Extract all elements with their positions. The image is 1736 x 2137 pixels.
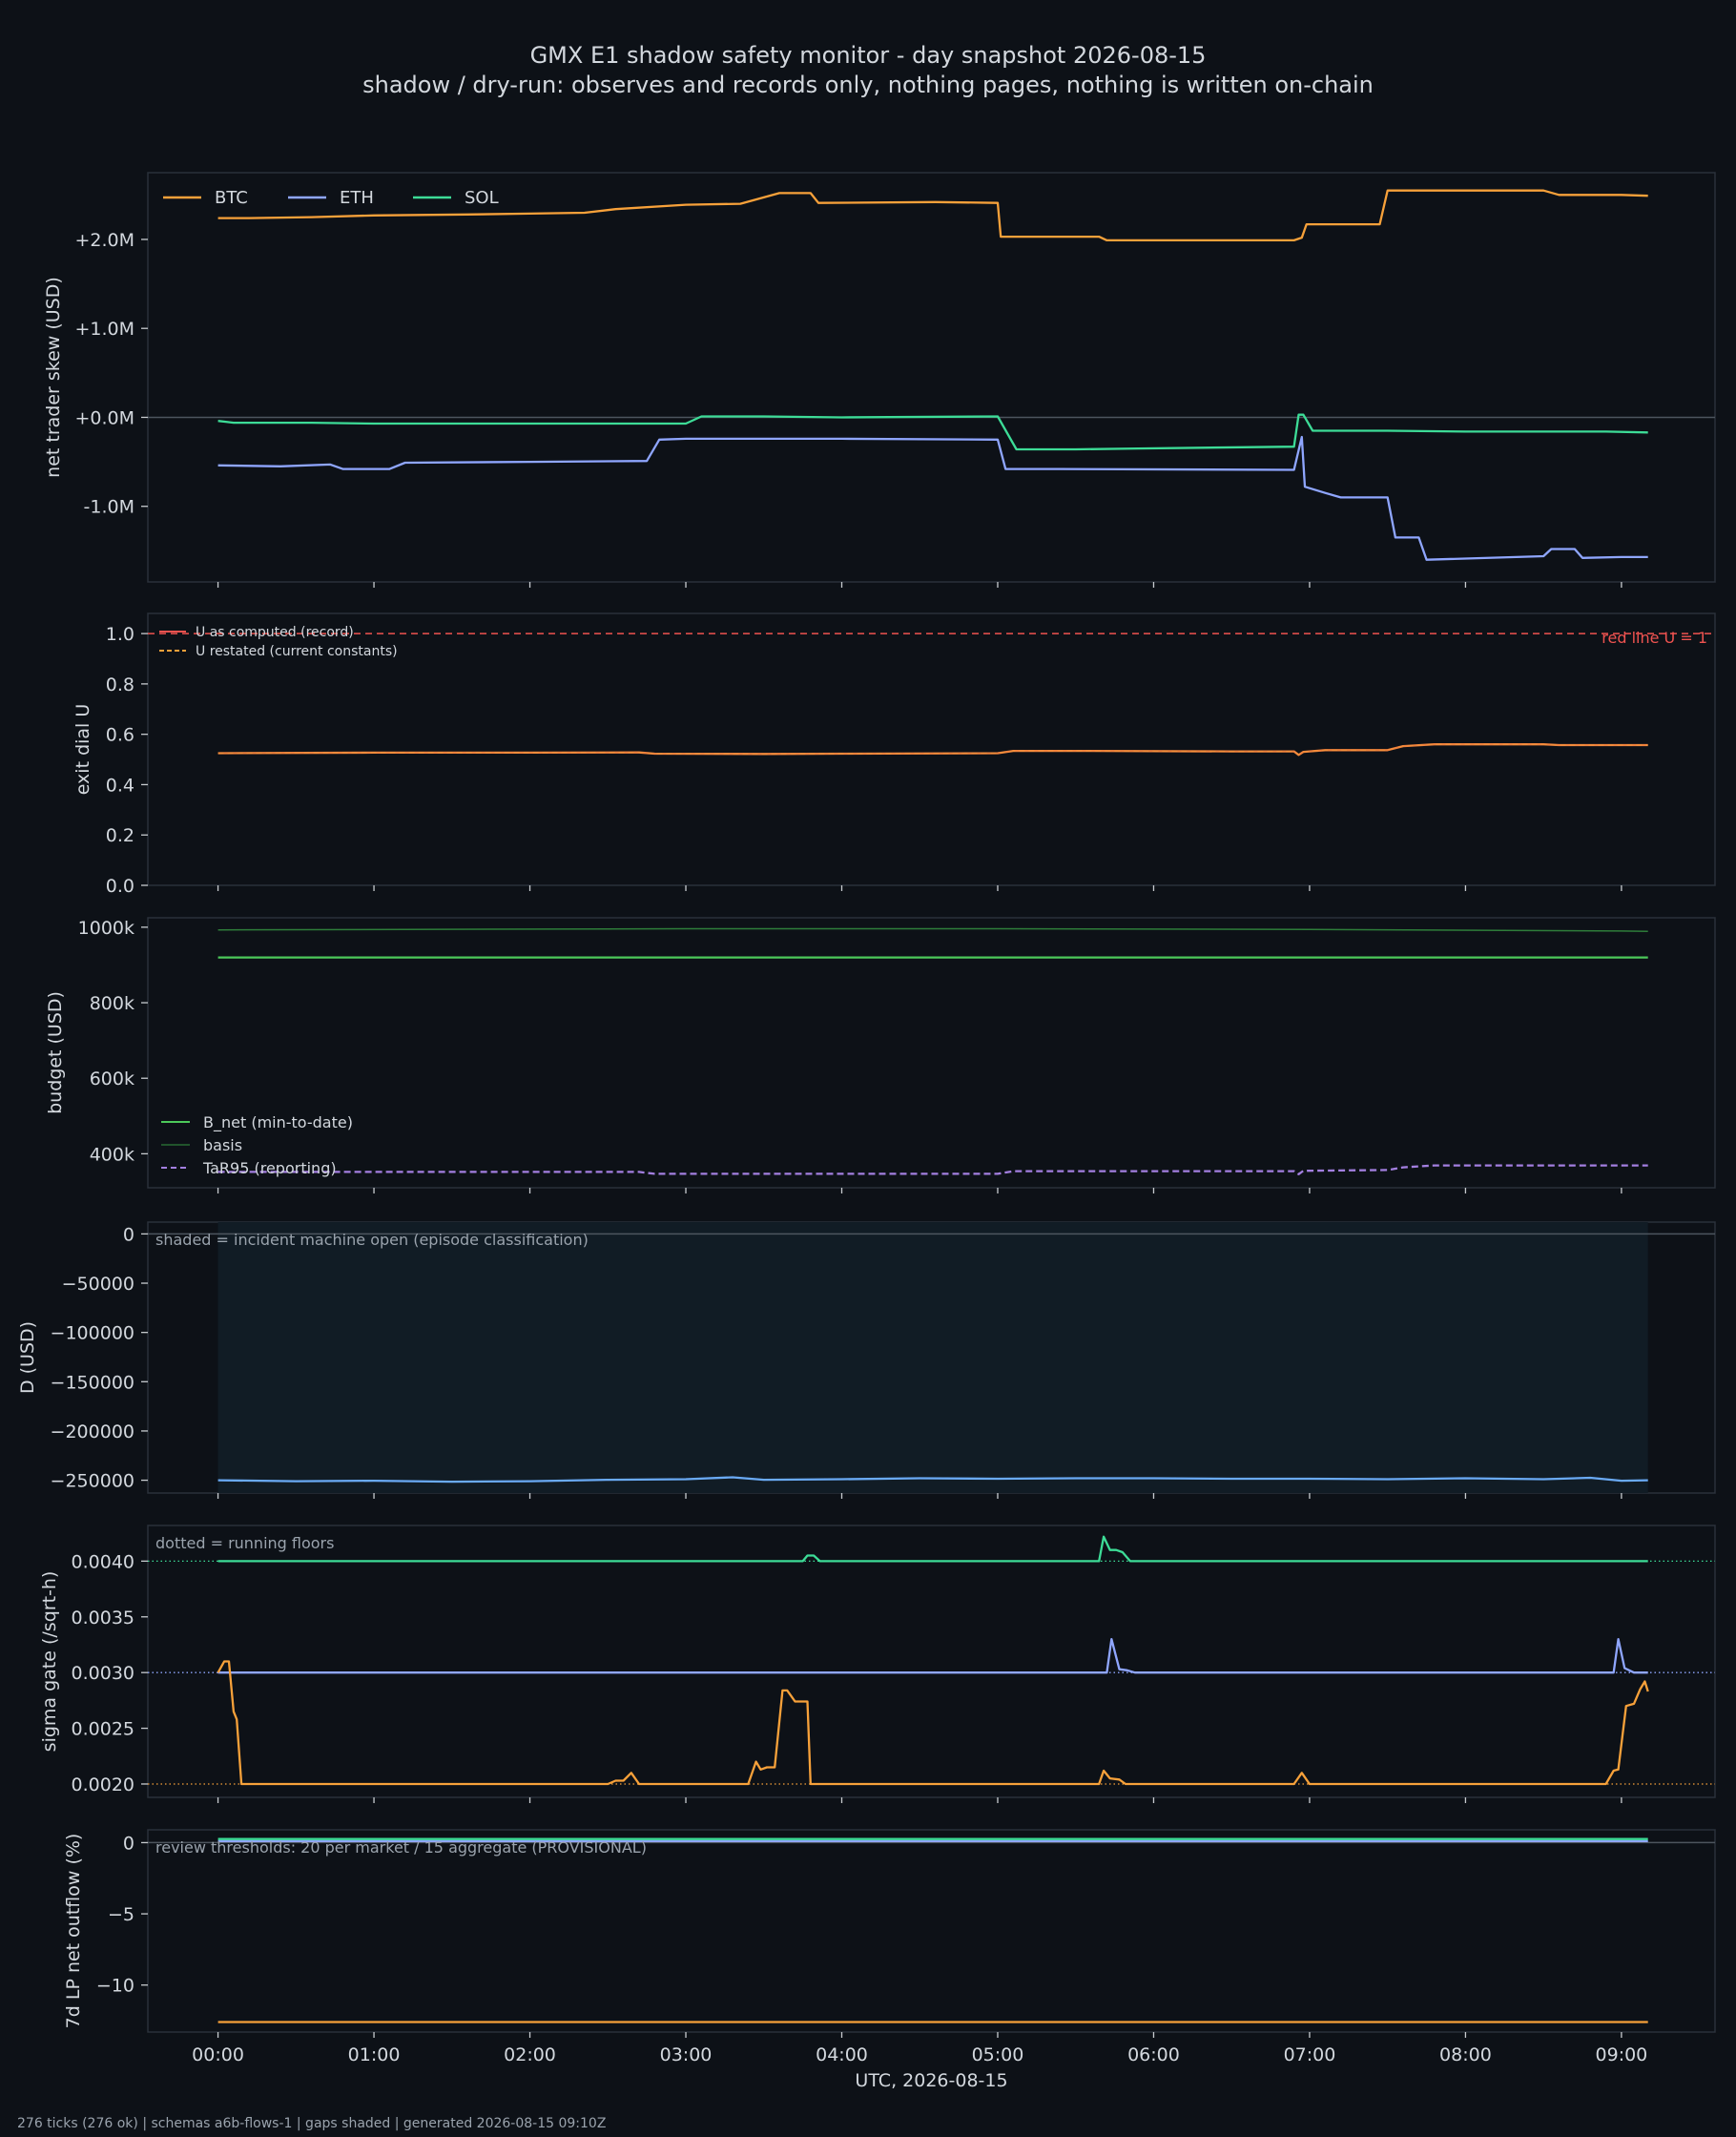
xtick-label: 05:00 bbox=[972, 2044, 1024, 2065]
sigma_gate-annotation: dotted = running floors bbox=[155, 1534, 334, 1552]
lp_outflow-ytick-label: −5 bbox=[108, 1904, 134, 1925]
skew-ytick-label: -1.0M bbox=[84, 497, 134, 518]
sigma_gate-ylabel: sigma gate (/sqrt-h) bbox=[39, 1571, 60, 1753]
skew-ytick-label: +0.0M bbox=[74, 407, 134, 428]
xtick-label: 08:00 bbox=[1439, 2044, 1492, 2065]
budget-ytick-label: 1000k bbox=[78, 918, 134, 939]
drawdown-ylabel: D (USD) bbox=[17, 1321, 38, 1394]
legend-label-sol: SOL bbox=[465, 188, 499, 208]
xtick-label: 07:00 bbox=[1284, 2044, 1336, 2065]
skew-plot-area bbox=[147, 172, 1716, 583]
panel-drawdown: −250000 −200000 −150000 −100000 −50000 0 D (US… bbox=[17, 1221, 1716, 1499]
exit_dial-red-line-label: red line U = 1 bbox=[1602, 629, 1707, 647]
panel-budget: 400k 600k 800k 1000k budget (USD) B_net (min-… bbox=[45, 917, 1716, 1193]
sigma_gate-series-sol bbox=[217, 1535, 1648, 1563]
sigma_gate-ytick-label: 0.0030 bbox=[72, 1663, 134, 1684]
xtick-label: 02:00 bbox=[504, 2044, 556, 2065]
exit_dial-ytick-label: 0.4 bbox=[106, 775, 134, 796]
xtick-label: 06:00 bbox=[1127, 2044, 1180, 2065]
skew-ytick-label: +2.0M bbox=[74, 230, 134, 251]
sigma_gate-ytick-label: 0.0020 bbox=[72, 1774, 134, 1795]
skew-series-eth bbox=[217, 435, 1648, 561]
budget-ytick-label: 600k bbox=[90, 1068, 134, 1089]
lp_outflow-ytick-label: 0 bbox=[123, 1833, 134, 1854]
x-axis-label: UTC, 2026-08-15 bbox=[855, 2070, 1007, 2091]
legend-label-u-0: U as computed (record) bbox=[196, 625, 354, 640]
xtick-label: 00:00 bbox=[192, 2044, 244, 2065]
legend-label-btc: BTC bbox=[215, 188, 248, 208]
panel-lp_outflow: −10 −5 0 7d LP net outflow (%) review thresh… bbox=[63, 1829, 1716, 2038]
panel-skew: -1.0M +0.0M +1.0M +2.0M net trader skew (USD… bbox=[43, 172, 1716, 588]
legend-label-budget-0: B_net (min-to-date) bbox=[203, 1113, 353, 1132]
budget-series-basis bbox=[217, 927, 1648, 932]
drawdown-ytick-label: 0 bbox=[123, 1224, 134, 1245]
budget-series-tar95 bbox=[217, 1164, 1648, 1175]
exit_dial-ytick-label: 0.6 bbox=[106, 725, 134, 746]
lp_outflow-plot-area bbox=[147, 1829, 1716, 2033]
xtick-label: 03:00 bbox=[660, 2044, 713, 2065]
chart-title: GMX E1 shadow safety monitor - day snaps… bbox=[530, 42, 1207, 69]
skew-series-sol bbox=[217, 413, 1648, 451]
sigma_gate-ytick-label: 0.0035 bbox=[72, 1608, 134, 1629]
legend-label-u-1: U restated (current constants) bbox=[196, 644, 398, 659]
drawdown-ytick-label: −100000 bbox=[51, 1323, 134, 1344]
xtick-label: 04:00 bbox=[816, 2044, 868, 2065]
exit_dial-plot-area bbox=[147, 612, 1716, 886]
xtick-label: 09:00 bbox=[1596, 2044, 1648, 2065]
legend-label-budget-1: basis bbox=[203, 1136, 242, 1154]
exit_dial-ytick-label: 0.0 bbox=[106, 876, 134, 897]
budget-plot-area bbox=[147, 917, 1716, 1189]
exit_dial-ytick-label: 1.0 bbox=[106, 624, 134, 645]
legend-label-eth: ETH bbox=[340, 188, 374, 208]
drawdown-series-d bbox=[217, 1476, 1648, 1483]
sigma_gate-series-eth bbox=[217, 1637, 1648, 1674]
panel-sigma_gate: 0.0020 0.0025 0.0030 0.0035 0.0040 sigma gate… bbox=[39, 1525, 1716, 1803]
drawdown-ytick-label: −250000 bbox=[51, 1471, 134, 1492]
sigma_gate-series-btc bbox=[217, 1660, 1649, 1786]
legend-label-budget-2: TaR95 (reporting) bbox=[202, 1159, 337, 1177]
drawdown-ytick-label: −50000 bbox=[62, 1274, 134, 1295]
skew-ylabel: net trader skew (USD) bbox=[43, 277, 64, 478]
footer-status: 276 ticks (276 ok) | schemas a6b-flows-1… bbox=[17, 2116, 606, 2131]
sigma_gate-ytick-label: 0.0040 bbox=[72, 1551, 134, 1572]
lp_outflow-ylabel: 7d LP net outflow (%) bbox=[63, 1834, 84, 2029]
sigma_gate-ytick-label: 0.0025 bbox=[72, 1719, 134, 1740]
exit_dial-series-u bbox=[217, 743, 1648, 756]
exit_dial-ytick-label: 0.8 bbox=[106, 674, 134, 695]
panels: -1.0M +0.0M +1.0M +2.0M net trader skew (USD… bbox=[17, 172, 1716, 2091]
drawdown-annotation: shaded = incident machine open (episode … bbox=[155, 1231, 589, 1249]
lp_outflow-annotation: review thresholds: 20 per market / 15 ag… bbox=[155, 1838, 647, 1857]
chart-subtitle: shadow / dry-run: observes and records o… bbox=[362, 72, 1374, 98]
budget-ytick-label: 800k bbox=[90, 993, 134, 1014]
xtick-label: 01:00 bbox=[348, 2044, 401, 2065]
lp_outflow-ytick-label: −10 bbox=[96, 1976, 134, 1997]
budget-ytick-label: 400k bbox=[90, 1144, 134, 1165]
panel-exit_dial: 0.0 0.2 0.4 0.6 0.8 1.0 exit dial U red line U … bbox=[72, 612, 1716, 897]
exit_dial-ytick-label: 0.2 bbox=[106, 825, 134, 846]
drawdown-ytick-label: −150000 bbox=[51, 1372, 134, 1393]
budget-ylabel: budget (USD) bbox=[45, 991, 66, 1114]
drawdown-ytick-label: −200000 bbox=[51, 1421, 134, 1442]
skew-series-btc bbox=[217, 189, 1648, 242]
exit_dial-ylabel: exit dial U bbox=[72, 704, 93, 796]
skew-ytick-label: +1.0M bbox=[74, 319, 134, 340]
drawdown-incident-shade bbox=[217, 1222, 1648, 1493]
sigma_gate-plot-area bbox=[147, 1525, 1716, 1798]
